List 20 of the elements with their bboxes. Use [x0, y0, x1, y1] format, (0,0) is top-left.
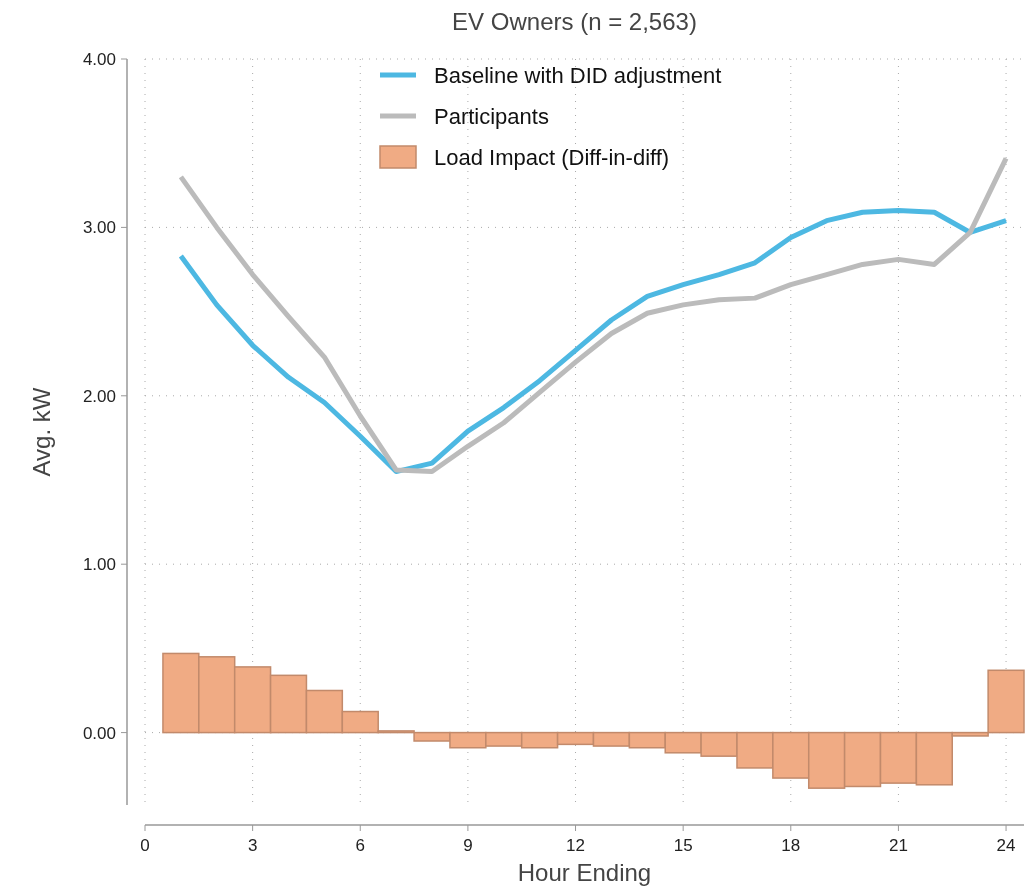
legend-label: Load Impact (Diff-in-diff) — [434, 144, 670, 170]
chart-title: EV Owners (n = 2,563) — [452, 8, 697, 35]
x-tick-label: 15 — [673, 836, 693, 855]
legend-label: Baseline with DID adjustment — [434, 62, 722, 88]
y-tick-label: 0.00 — [82, 723, 116, 743]
x-tick-label: 3 — [247, 836, 258, 855]
x-tick-label: 18 — [781, 836, 801, 855]
x-tick-label: 12 — [566, 836, 585, 855]
x-tick-label: 24 — [996, 836, 1016, 855]
y-axis-title: Avg. kW — [28, 387, 55, 477]
x-tick-label: 0 — [140, 836, 150, 855]
x-tick-label: 21 — [888, 836, 908, 855]
y-tick-label: 2.00 — [82, 386, 116, 406]
y-tick-label: 1.00 — [82, 555, 116, 575]
legend-label: Participants — [434, 103, 549, 129]
x-tick-label: 6 — [355, 836, 365, 855]
y-tick-label: 4.00 — [82, 49, 116, 69]
x-tick-label: 9 — [463, 836, 473, 855]
y-tick-label: 3.00 — [82, 218, 116, 238]
x-axis-title: Hour Ending — [517, 859, 652, 886]
